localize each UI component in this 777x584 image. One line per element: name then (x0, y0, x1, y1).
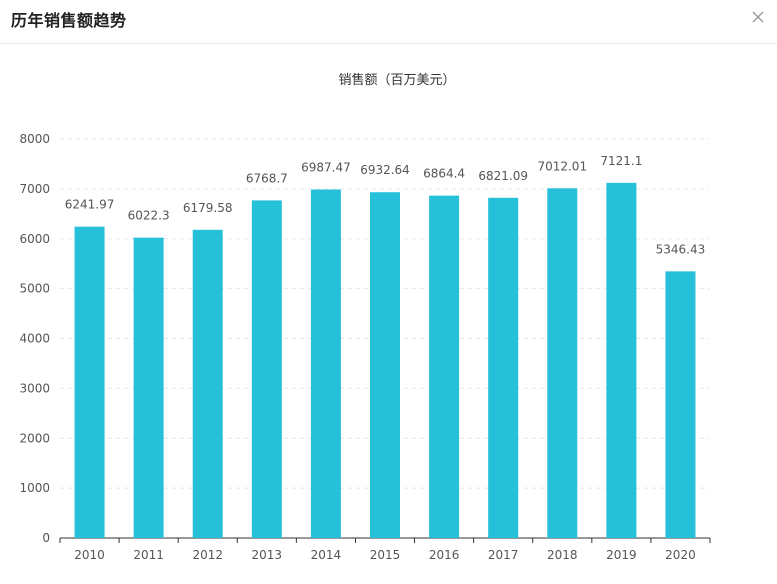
y-tick-label: 8000 (19, 132, 50, 146)
data-label: 6821.09 (478, 169, 528, 183)
data-label: 6987.47 (301, 160, 351, 174)
y-tick-label: 4000 (19, 332, 50, 346)
bar[interactable] (429, 195, 460, 538)
x-tick-label: 2017 (488, 548, 519, 562)
bar[interactable] (74, 226, 105, 538)
x-tick-label: 2016 (429, 548, 460, 562)
dialog-title: 历年销售额趋势 (11, 11, 127, 30)
bar[interactable] (192, 229, 223, 538)
bar-chart: 销售额（百万美元） 0 1000 2000 3000 4000 5000 6000 7000 80… (19, 72, 711, 562)
data-label: 7012.01 (537, 159, 587, 173)
y-tick-label: 5000 (19, 282, 50, 296)
bar[interactable] (251, 200, 282, 539)
data-label: 6022.3 (128, 209, 170, 223)
data-label: 6864.4 (423, 167, 465, 181)
chart-area: 销售额（百万美元） 0 1000 2000 3000 4000 5000 6000 7000 80… (0, 44, 777, 580)
x-tick-label: 2012 (192, 548, 223, 562)
x-tick-label: 2018 (547, 548, 578, 562)
y-tick-label: 6000 (19, 232, 50, 246)
x-tick-label: 2010 (74, 548, 105, 562)
x-tick-label: 2019 (606, 548, 637, 562)
x-tick-label: 2013 (252, 548, 283, 562)
chart-legend: 销售额（百万美元） (338, 72, 455, 88)
close-icon[interactable] (749, 8, 767, 26)
data-label: 6932.64 (360, 163, 410, 177)
y-tick-label: 2000 (19, 431, 50, 445)
x-tick-label: 2015 (370, 548, 401, 562)
data-label: 5346.43 (656, 242, 706, 256)
y-tick-label: 7000 (19, 182, 50, 196)
bar[interactable] (665, 271, 696, 538)
y-tick-label: 1000 (19, 481, 50, 495)
data-label: 6768.7 (246, 171, 288, 185)
x-tick-label: 2011 (133, 548, 164, 562)
data-label: 7121.1 (600, 154, 642, 168)
bar[interactable] (310, 189, 341, 538)
bar[interactable] (606, 182, 637, 538)
x-tick-label: 2014 (311, 548, 342, 562)
data-label: 6179.58 (183, 201, 233, 215)
dialog-header: 历年销售额趋势 (0, 0, 777, 44)
x-tick-label: 2020 (665, 548, 696, 562)
y-tick-label: 0 (42, 531, 50, 545)
bar[interactable] (370, 192, 400, 539)
bar[interactable] (133, 237, 164, 538)
data-label: 6241.97 (65, 198, 115, 212)
bar[interactable] (547, 188, 578, 538)
bar[interactable] (488, 197, 519, 538)
y-tick-label: 3000 (19, 381, 50, 395)
